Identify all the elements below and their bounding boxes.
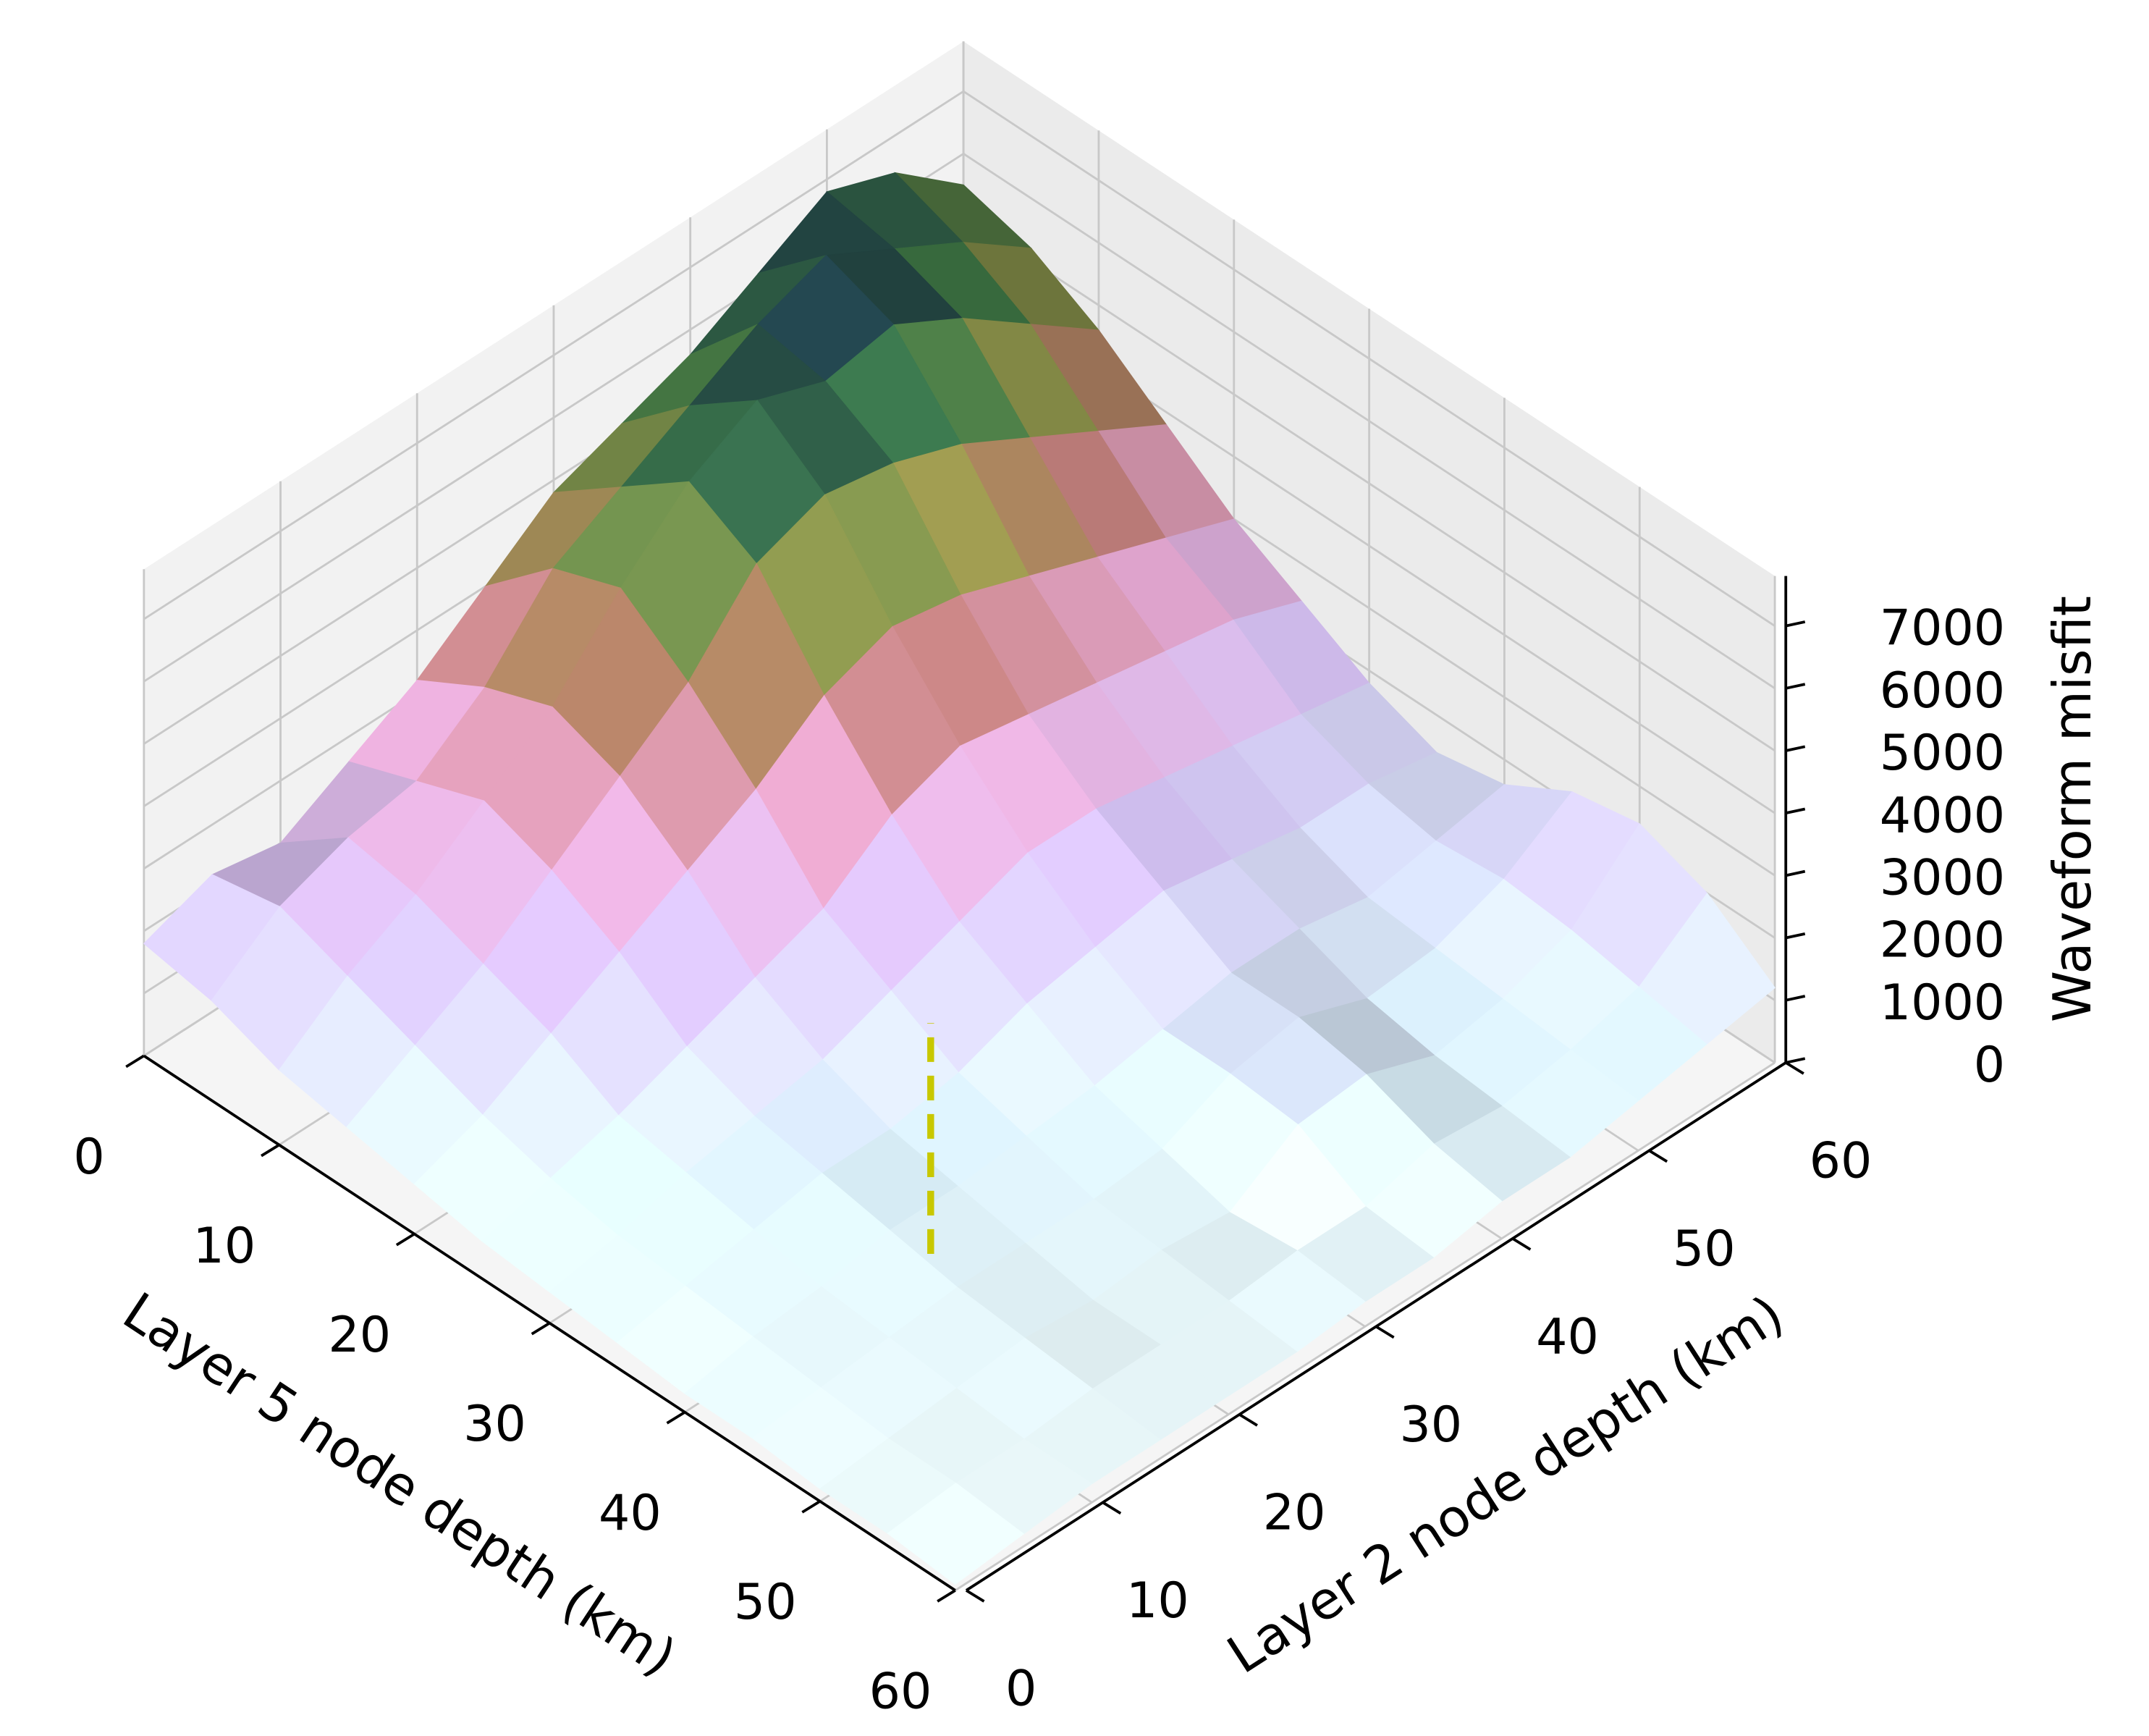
z-tick-label: 6000 [1880,662,2005,720]
y-tick [1511,1237,1532,1251]
x-tick [666,1411,686,1425]
grid-line [143,90,964,620]
z-tick-label: 4000 [1880,787,2005,844]
z-axis-label: Waveform misfit [2042,596,2103,1022]
x-tick-label: 50 [734,1574,797,1631]
y-tick [965,1589,985,1603]
x-tick-label: 10 [193,1218,256,1275]
y-tick-label: 0 [1005,1661,1036,1718]
z-tick [1785,995,1806,1002]
x-tick-label: 40 [599,1485,662,1542]
x-tick [125,1054,145,1069]
surface-facet [887,1483,1025,1585]
y-tick-label: 20 [1263,1485,1326,1542]
z-tick [1785,745,1806,752]
y-tick [1648,1149,1668,1163]
grid-line [963,215,1776,752]
x-tick-label: 60 [869,1663,932,1720]
x-tick [531,1322,551,1336]
surface [143,172,1776,1585]
grid-line [963,90,1776,627]
y-tick-label: 30 [1399,1396,1462,1454]
y-tick [1785,1061,1804,1075]
x-tick [395,1232,415,1247]
x-tick [937,1589,956,1603]
z-tick [1785,620,1806,628]
z-tick [1785,807,1806,815]
y-tick [1375,1325,1395,1339]
y-tick-label: 50 [1673,1221,1736,1278]
z-tick-label: 3000 [1880,849,2005,906]
z-tick [1785,869,1806,877]
x-tick [801,1500,821,1514]
z-tick-label: 1000 [1880,974,2005,1032]
y-tick [1102,1501,1122,1515]
y-tick-label: 10 [1126,1572,1189,1630]
z-tick-label: 2000 [1880,912,2005,969]
x-tick-label: 30 [463,1396,526,1453]
y-tick-label: 40 [1536,1309,1599,1366]
y-tick-label: 60 [1810,1133,1873,1190]
grid-line [963,153,1776,689]
z-tick [1785,683,1806,690]
z-tick [1785,1057,1806,1064]
x-tick-label: 20 [328,1307,391,1364]
x-tick [261,1143,280,1158]
z-tick-label: 5000 [1880,725,2005,782]
y-tick [1238,1413,1258,1427]
z-tick [1785,932,1806,940]
z-tick-label: 7000 [1880,600,2005,657]
x-tick-label: 0 [73,1129,104,1186]
z-tick-label: 0 [1974,1037,2005,1094]
